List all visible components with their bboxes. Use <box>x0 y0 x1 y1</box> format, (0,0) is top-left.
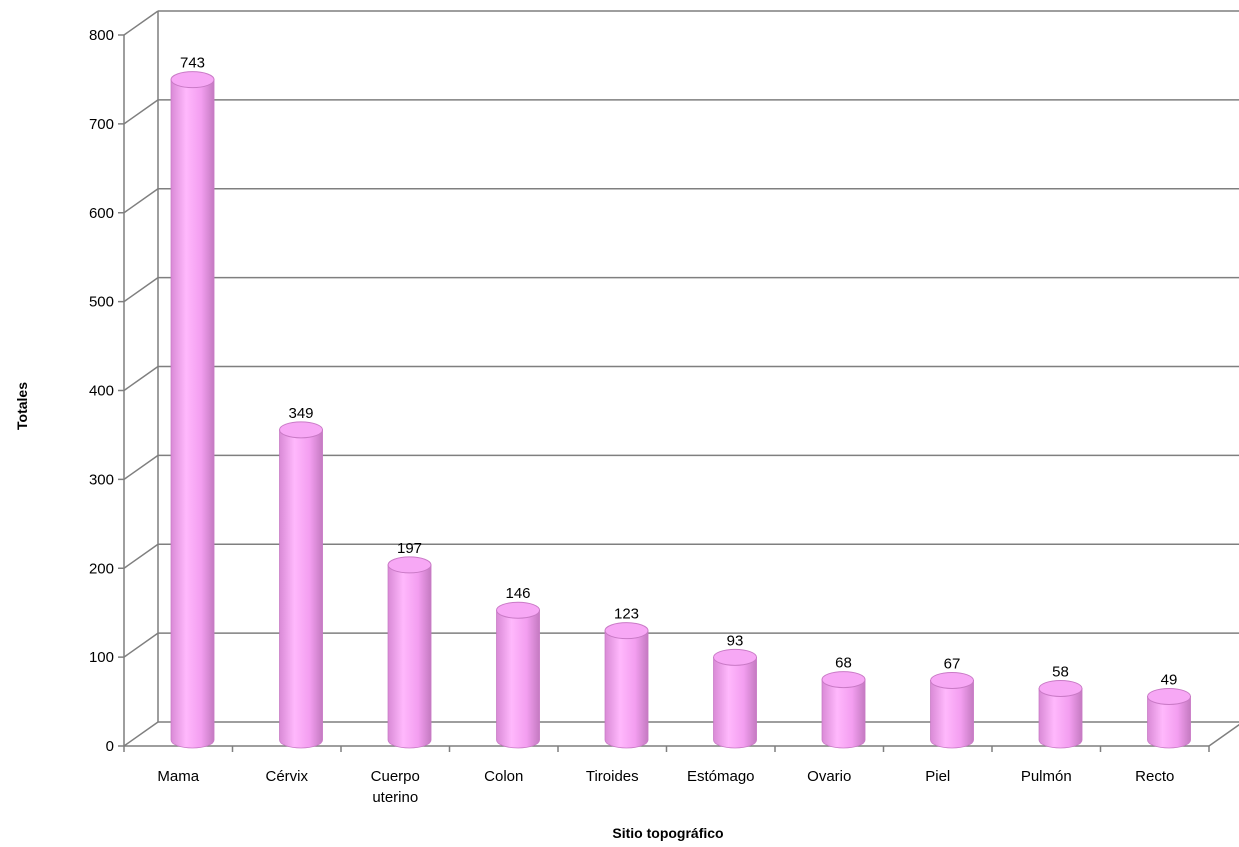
data-label: 146 <box>506 585 531 602</box>
data-label: 58 <box>1052 663 1069 680</box>
bar-Colon <box>496 601 541 749</box>
gridline-depth <box>123 543 159 569</box>
bar-body <box>1038 688 1083 749</box>
bar-Tiroides <box>604 622 649 749</box>
bar-top <box>496 601 541 619</box>
bar-Cérvix <box>279 421 324 749</box>
bar-body <box>713 656 757 749</box>
bar-top <box>713 648 758 666</box>
bar-top <box>930 671 975 689</box>
bar-top <box>821 671 866 689</box>
data-label: 49 <box>1161 671 1178 688</box>
y-tick-label: 800 <box>89 27 114 44</box>
data-label: 68 <box>835 655 852 672</box>
y-tick-label: 100 <box>89 649 114 666</box>
y-tick-label: 300 <box>89 471 114 488</box>
bar-top <box>1038 679 1083 697</box>
gridline-depth <box>123 99 159 125</box>
bar-top <box>279 421 324 439</box>
bar-Mama <box>170 71 215 749</box>
data-label: 67 <box>944 655 961 672</box>
x-tick-label: Ovario <box>807 768 851 785</box>
bar-body <box>387 564 432 749</box>
bar-Estómago <box>713 648 758 749</box>
labels: 0 100 200 300 400 500 600 700 800 743 Mama 349 Cérvi… <box>89 27 1177 806</box>
gridline-depth <box>123 10 159 36</box>
data-label: 93 <box>727 632 744 649</box>
gridline-depth <box>123 721 159 747</box>
bar-body <box>1147 696 1191 749</box>
x-tick-label: Recto <box>1135 768 1174 785</box>
gridlines <box>123 10 1239 747</box>
y-tick-label: 600 <box>89 205 114 222</box>
gridline-depth <box>123 188 159 214</box>
x-tick-label: Cuerpo uterino <box>371 768 420 806</box>
y-axis-title: Totales <box>14 382 30 430</box>
bars <box>170 71 1192 749</box>
bar-top <box>604 622 649 640</box>
bar-top <box>170 71 215 89</box>
bar-top <box>387 556 432 574</box>
y-tick-label: 500 <box>89 294 114 311</box>
x-tick-label-line: Cuerpo <box>371 768 420 785</box>
x-tick-label: Colon <box>484 768 523 785</box>
bar-Ovario <box>821 671 866 749</box>
gridline-depth <box>123 454 159 480</box>
y-tick-label: 0 <box>106 738 114 755</box>
data-label: 197 <box>397 540 422 557</box>
y-tick-label: 200 <box>89 560 114 577</box>
x-tick-label: Tiroides <box>586 768 639 785</box>
bar-Piel <box>930 671 975 749</box>
bar-top <box>1147 687 1192 705</box>
data-label: 349 <box>289 405 314 422</box>
bar-body <box>170 79 215 749</box>
bar-body <box>604 630 649 749</box>
x-tick-label: Mama <box>157 768 199 785</box>
bar-body <box>279 429 323 749</box>
bar-body <box>496 609 540 749</box>
gridline-depth <box>123 632 159 658</box>
y-tick-label: 700 <box>89 116 114 133</box>
gridline-depth <box>123 277 159 303</box>
floor-edge <box>1208 723 1239 747</box>
x-axis-title: Sitio topográfico <box>612 825 723 841</box>
bar-Cuerpo uterino <box>387 556 432 749</box>
bar-body <box>930 680 974 749</box>
x-tick-label: Cérvix <box>265 768 308 785</box>
data-label: 123 <box>614 606 639 623</box>
x-tick-label: Piel <box>925 768 950 785</box>
bar-Recto <box>1147 687 1192 749</box>
data-label: 743 <box>180 55 205 72</box>
y-tick-label: 400 <box>89 383 114 400</box>
x-tick-label: Pulmón <box>1021 768 1072 785</box>
bar-Pulmón <box>1038 679 1083 749</box>
bar-body <box>821 679 866 749</box>
x-tick-label: Estómago <box>687 768 755 785</box>
gridline-depth <box>123 365 159 392</box>
x-tick-label-line: uterino <box>372 789 418 806</box>
